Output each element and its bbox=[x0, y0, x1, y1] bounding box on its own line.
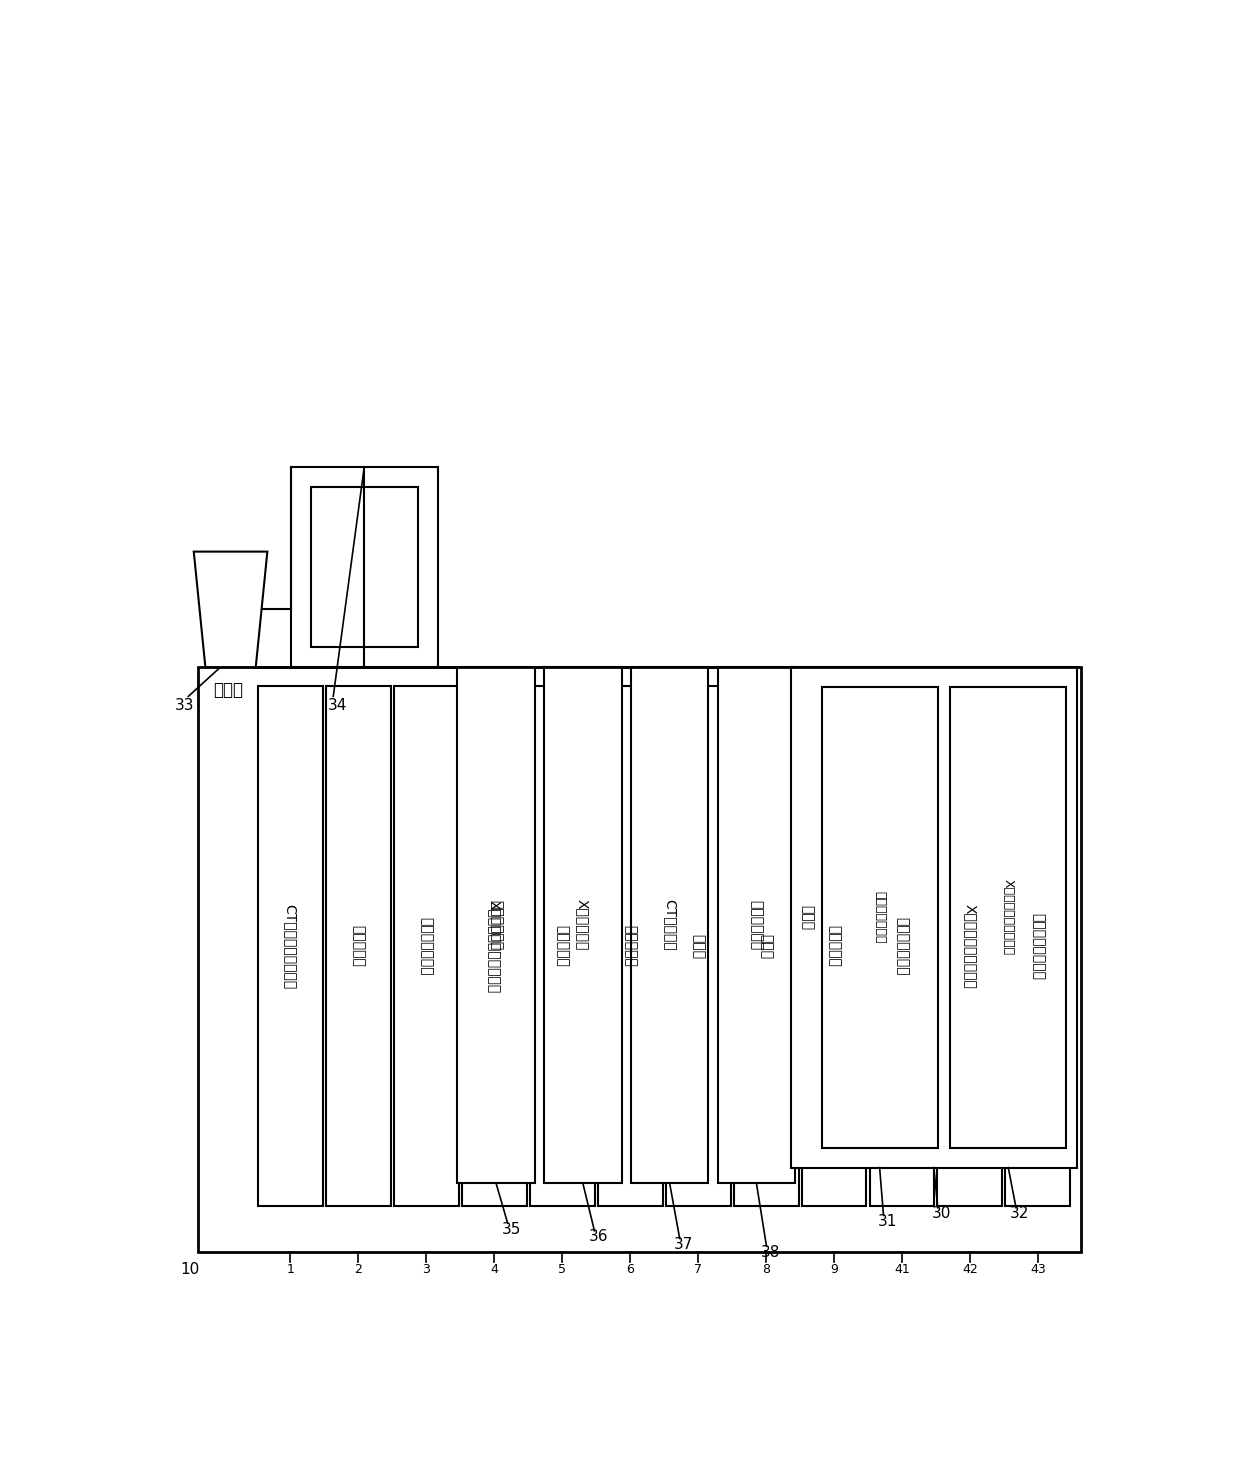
Text: 10: 10 bbox=[180, 1262, 200, 1277]
Text: 34: 34 bbox=[327, 697, 347, 713]
Text: 41: 41 bbox=[894, 1262, 910, 1275]
Text: 43: 43 bbox=[1030, 1262, 1045, 1275]
Text: 放射线照射控制部: 放射线照射控制部 bbox=[1030, 913, 1045, 980]
Text: CT图像变形量计算部: CT图像变形量计算部 bbox=[284, 903, 298, 989]
Bar bbox=[394, 686, 459, 1207]
Text: 放射线照射部: 放射线照射部 bbox=[489, 900, 503, 950]
Text: X射线摄影部: X射线摄影部 bbox=[575, 899, 590, 951]
Bar bbox=[544, 667, 621, 1183]
Bar bbox=[326, 686, 391, 1207]
Text: 图像处理部: 图像处理部 bbox=[827, 925, 841, 967]
Text: X射线图像变形量计算部: X射线图像变形量计算部 bbox=[487, 900, 501, 994]
Text: 6: 6 bbox=[626, 1262, 634, 1275]
Bar bbox=[869, 686, 935, 1207]
Text: X射线图像信息获取部: X射线图像信息获取部 bbox=[963, 903, 977, 989]
Bar bbox=[821, 687, 937, 1148]
Text: 35: 35 bbox=[502, 1221, 521, 1237]
Text: 37: 37 bbox=[673, 1237, 693, 1252]
Text: 校正部: 校正部 bbox=[759, 934, 773, 959]
Bar bbox=[598, 686, 662, 1207]
Text: 位置计算部: 位置计算部 bbox=[556, 925, 569, 967]
Polygon shape bbox=[193, 552, 268, 667]
Text: 3: 3 bbox=[423, 1262, 430, 1275]
Bar bbox=[458, 667, 534, 1183]
Text: 照射区域决定部: 照射区域决定部 bbox=[419, 916, 433, 976]
Bar bbox=[950, 687, 1066, 1148]
Text: 4: 4 bbox=[490, 1262, 498, 1275]
Text: 42: 42 bbox=[962, 1262, 978, 1275]
Text: 31: 31 bbox=[878, 1214, 897, 1228]
Bar bbox=[258, 686, 322, 1207]
Bar bbox=[197, 667, 1081, 1252]
Text: 治疗计划存储部: 治疗计划存储部 bbox=[873, 891, 887, 944]
Text: 形状计算部: 形状计算部 bbox=[351, 925, 366, 967]
Bar bbox=[311, 487, 418, 648]
Text: 控制部: 控制部 bbox=[213, 681, 243, 699]
Text: CT摄影装置: CT摄影装置 bbox=[662, 899, 677, 951]
Text: 2: 2 bbox=[355, 1262, 362, 1275]
Text: 38: 38 bbox=[760, 1245, 780, 1259]
Text: 治疗计划获取部: 治疗计划获取部 bbox=[895, 916, 909, 976]
Bar bbox=[290, 467, 438, 667]
Text: 比较部: 比较部 bbox=[691, 934, 706, 959]
Bar bbox=[666, 686, 730, 1207]
Text: 7: 7 bbox=[694, 1262, 702, 1275]
Text: 1: 1 bbox=[286, 1262, 294, 1275]
Bar bbox=[734, 686, 799, 1207]
Text: 32: 32 bbox=[1011, 1207, 1029, 1221]
Text: 存储部: 存储部 bbox=[801, 905, 815, 929]
Bar bbox=[529, 686, 595, 1207]
Bar bbox=[791, 667, 1078, 1167]
Text: 33: 33 bbox=[175, 697, 195, 713]
Text: X射线图像信息存储部: X射线图像信息存储部 bbox=[1002, 880, 1014, 956]
Bar bbox=[1006, 686, 1070, 1207]
Text: 5: 5 bbox=[558, 1262, 567, 1275]
Bar bbox=[937, 686, 1002, 1207]
Text: 模板匹配部: 模板匹配部 bbox=[624, 925, 637, 967]
Text: 9: 9 bbox=[830, 1262, 838, 1275]
Bar bbox=[718, 667, 795, 1183]
Text: 36: 36 bbox=[589, 1230, 608, 1245]
Bar bbox=[801, 686, 867, 1207]
Bar bbox=[463, 686, 527, 1207]
Text: 8: 8 bbox=[763, 1262, 770, 1275]
Text: 30: 30 bbox=[932, 1207, 951, 1221]
Text: 治疗计划装置: 治疗计划装置 bbox=[749, 900, 764, 950]
Bar bbox=[631, 667, 708, 1183]
